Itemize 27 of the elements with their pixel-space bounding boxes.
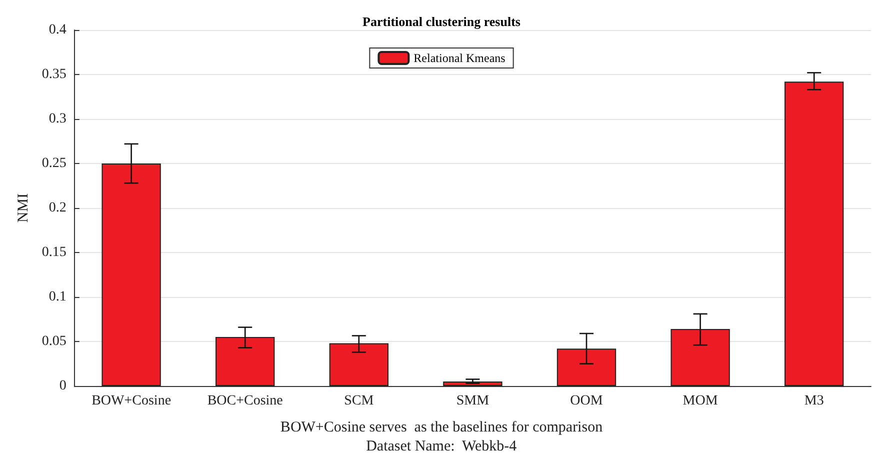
y-tick-label: 0.1 [48,290,66,304]
legend-label: Relational Kmeans [414,51,506,65]
x-tick-label: OOM [570,394,604,408]
y-tick-label: 0.35 [42,67,66,82]
bar [329,343,388,386]
chart-title: Partitional clustering results [362,14,520,29]
y-tick-label: 0.2 [48,200,66,216]
bar [556,348,616,386]
y-tick-label: 0.25 [42,156,66,171]
x-tick-label: SCM [344,394,374,408]
y-tick-label: 0.3 [48,112,66,126]
y-tick-label: 0.15 [42,245,66,260]
bar [102,164,161,386]
y-tick-label: 0.4 [48,22,66,38]
text: Dataset Name: Webkb-4 [366,438,518,454]
x-tick-label: M3 [804,394,824,408]
x-tick-label: BOW+Cosine [92,394,172,408]
bar [216,337,275,386]
x-tick-label: MOM [682,394,718,408]
x-tick-label: BOC+Cosine [207,394,283,408]
x-tick-label: SMM [456,394,490,408]
y-tick-label: 0.05 [42,334,66,349]
y-axis-title: NMI [16,193,32,223]
bar [784,82,844,386]
bar [670,329,730,386]
y-tick-label: 0 [59,378,66,394]
text: BOW+Cosine serves as the baselines for comparison [280,420,604,436]
